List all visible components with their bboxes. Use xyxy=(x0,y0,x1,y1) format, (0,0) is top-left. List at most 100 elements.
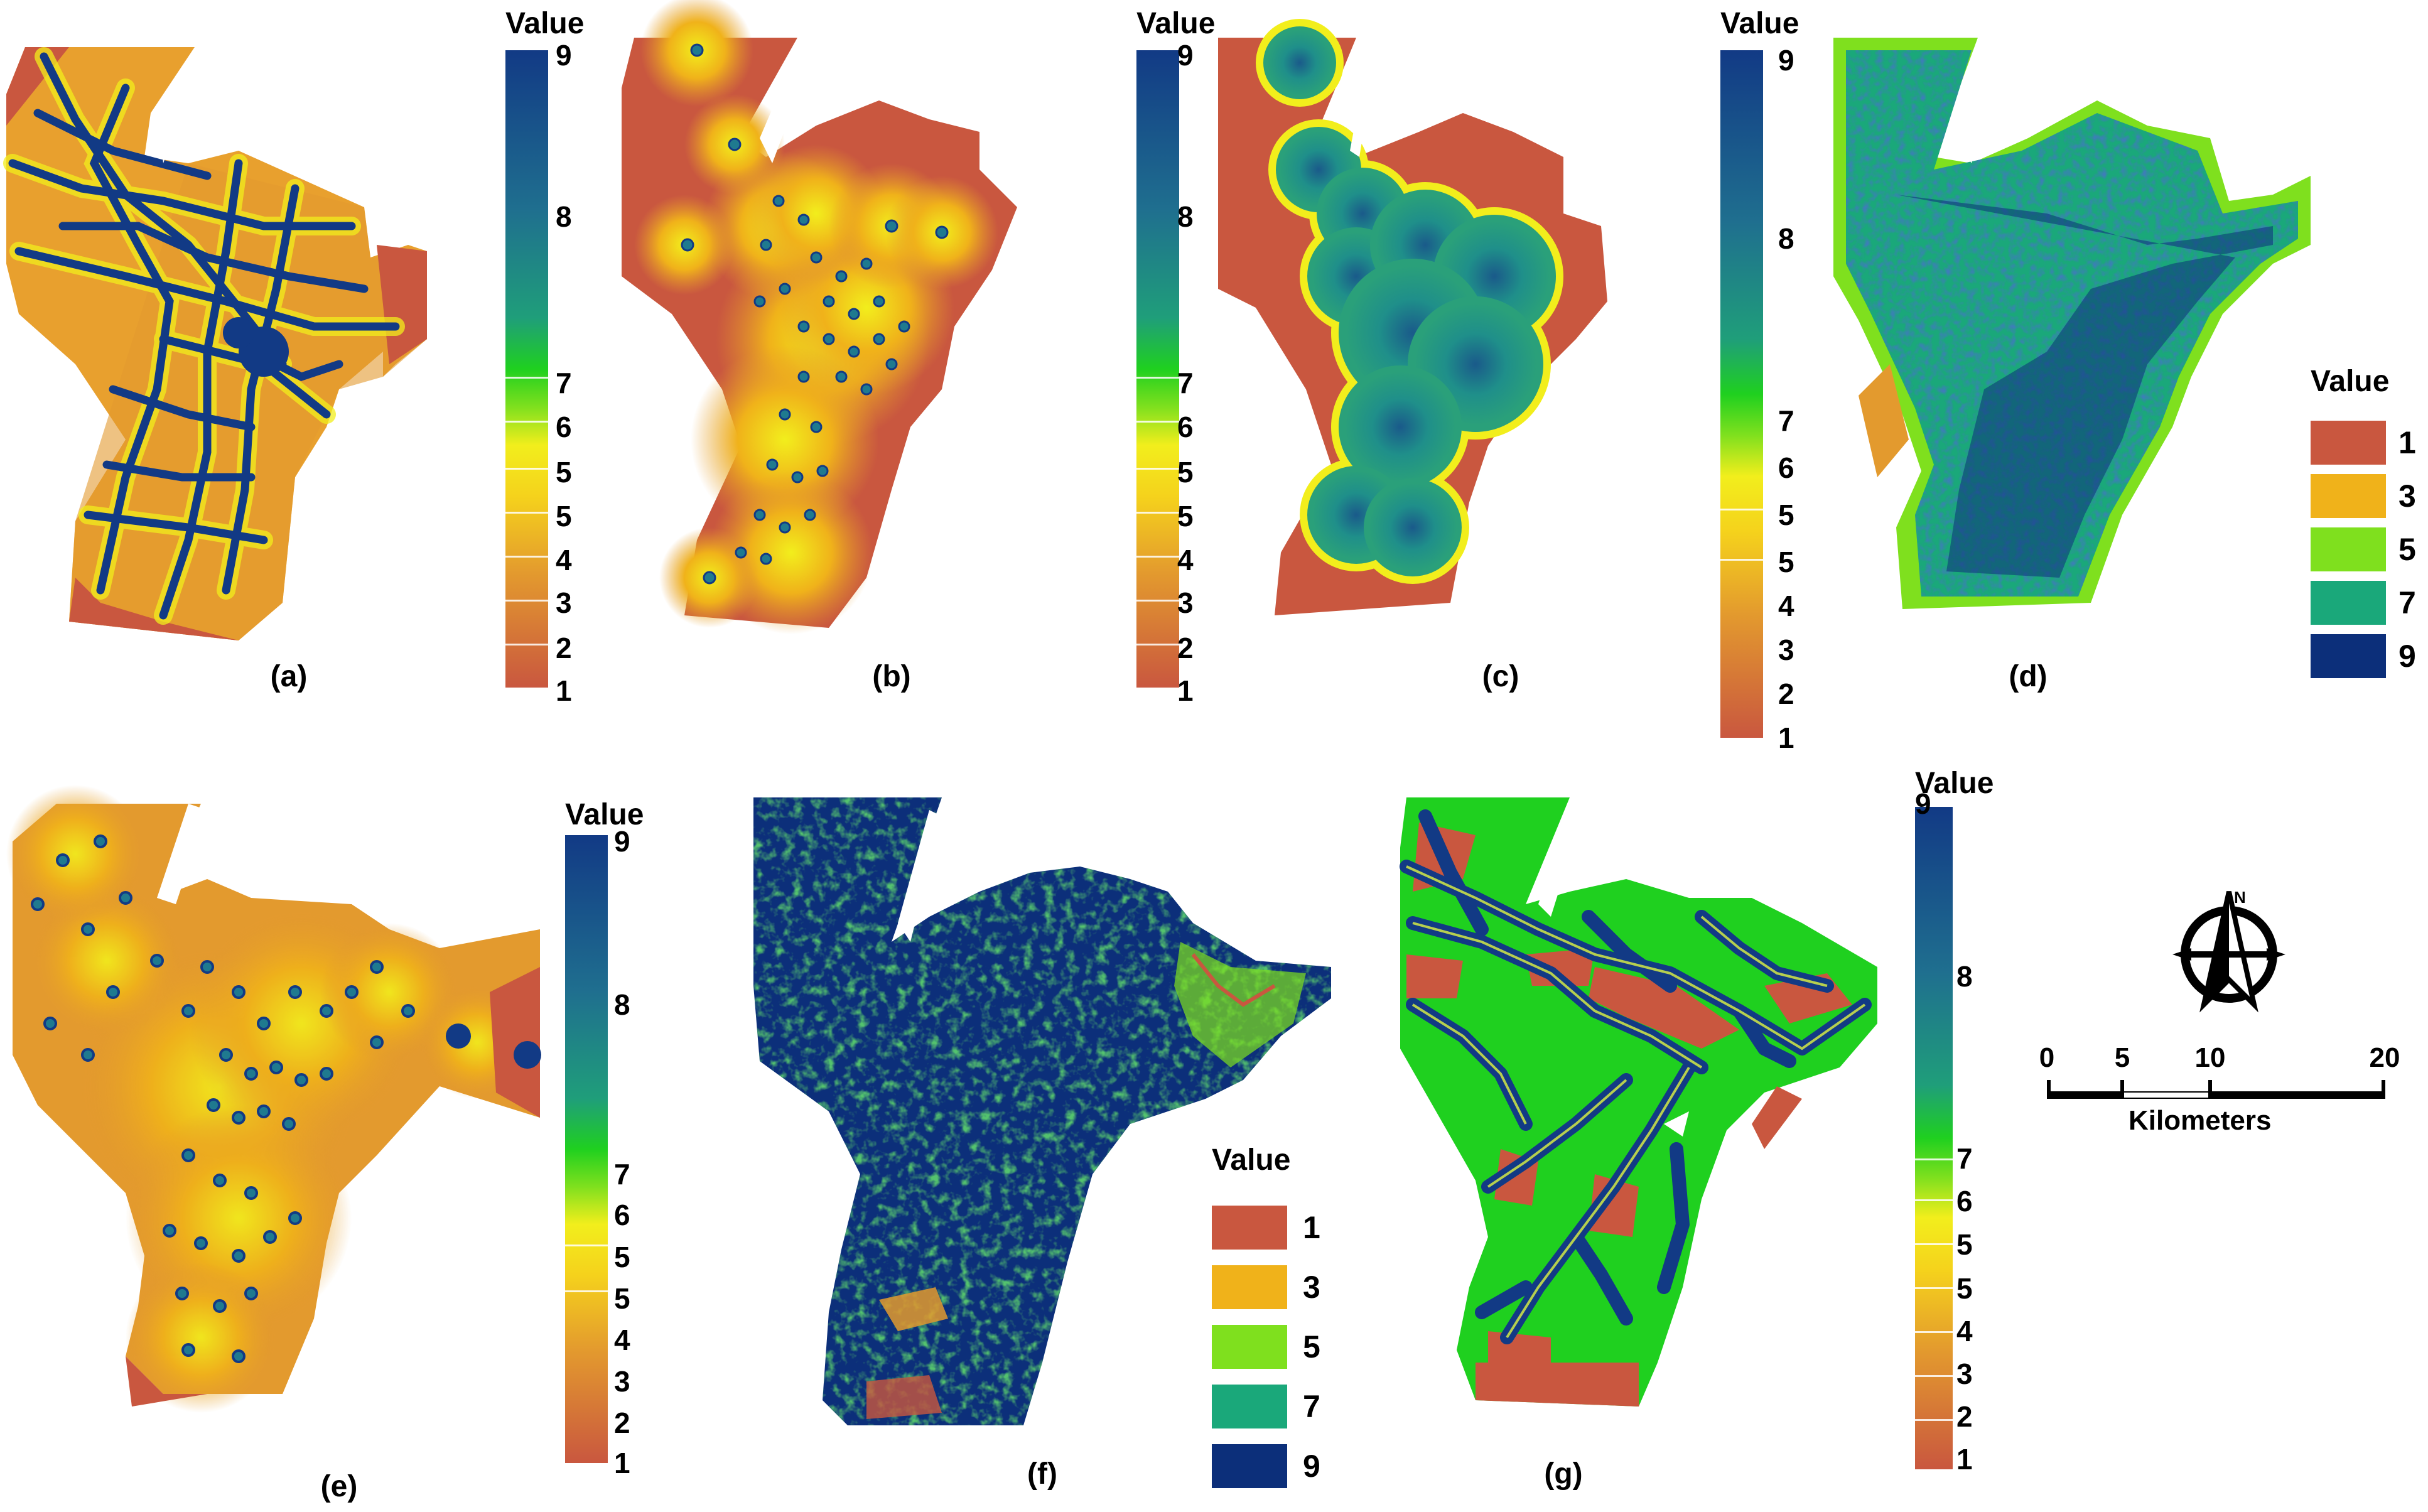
legend-b: Value 9 8 7 6 5 5 4 3 2 1 xyxy=(1136,6,1262,705)
legend-label: 7 xyxy=(1303,1389,1320,1424)
tick: 9 xyxy=(556,39,572,72)
tick: 5 xyxy=(1177,500,1194,532)
map-panel-f: (f) xyxy=(741,797,1344,1491)
tick: 2 xyxy=(1177,632,1194,664)
north-arrow-icon: N xyxy=(2160,879,2298,1017)
tick: 3 xyxy=(1177,586,1194,619)
legend-label: 3 xyxy=(1303,1270,1320,1305)
tick: 7 xyxy=(1778,404,1794,437)
legend-title: Value xyxy=(2311,365,2390,398)
tick: 8 xyxy=(1956,960,1973,993)
legend-a: Value 9 8 7 6 5 5 4 3 2 1 xyxy=(505,6,631,705)
tick: 8 xyxy=(1778,222,1794,255)
tick: 7 xyxy=(556,367,572,399)
legend-title: Value xyxy=(1720,7,1799,40)
tick: 4 xyxy=(1778,590,1794,622)
tick: 3 xyxy=(614,1365,630,1398)
tick: 4 xyxy=(1956,1315,1973,1347)
tick: 1 xyxy=(1778,721,1794,754)
panel-label-g: (g) xyxy=(1544,1457,1583,1491)
legend-title: Value xyxy=(505,7,585,40)
map-panel-g: (g) xyxy=(1388,797,1902,1491)
tick: 2 xyxy=(614,1407,630,1439)
panel-label-c: (c) xyxy=(1482,660,1519,693)
legend-label: 5 xyxy=(1303,1329,1320,1364)
tick: 5 xyxy=(1177,456,1194,489)
panel-label-f: (f) xyxy=(1027,1457,1057,1491)
tick: 7 xyxy=(1177,367,1194,399)
legend-title: Value xyxy=(565,798,644,831)
legend-swatch-1 xyxy=(1212,1206,1287,1250)
legend-f: Value 1 3 5 7 9 xyxy=(1212,1143,1350,1494)
scale-tick: 20 xyxy=(2369,1042,2400,1073)
tick: 2 xyxy=(1778,678,1794,710)
tick: 5 xyxy=(1778,546,1794,578)
map-panel-b: (b) xyxy=(615,0,1130,693)
legend-label: 3 xyxy=(2398,478,2416,514)
legend-label: 1 xyxy=(2398,425,2416,460)
map-panel-c: (c) xyxy=(1212,19,1714,693)
tick: 5 xyxy=(614,1241,630,1273)
tick: 1 xyxy=(614,1447,630,1479)
legend-e: Value 9 8 7 6 5 5 4 3 2 1 xyxy=(565,797,691,1477)
legend-swatch-7 xyxy=(1212,1385,1287,1428)
map-panel-e: (e) xyxy=(0,785,553,1503)
panel-label-d: (d) xyxy=(2009,660,2048,693)
tick: 3 xyxy=(556,586,572,619)
scale-tick: 5 xyxy=(2114,1042,2130,1073)
map-panel-d: (d) xyxy=(1821,38,2323,693)
legend-swatch-7 xyxy=(2311,581,2386,625)
legend-label: 5 xyxy=(2398,532,2416,567)
legend-title: Value xyxy=(1212,1143,1291,1177)
legend-label: 9 xyxy=(2398,639,2416,674)
map-panel-a: (a) xyxy=(0,38,427,693)
legend-swatch-5 xyxy=(1212,1325,1287,1369)
tick: 6 xyxy=(1177,411,1194,443)
tick: 6 xyxy=(614,1199,630,1231)
tick: 6 xyxy=(556,411,572,443)
tick: 5 xyxy=(614,1282,630,1315)
legend-title: Value xyxy=(1136,7,1216,40)
panel-label-e: (e) xyxy=(320,1470,358,1503)
tick: 1 xyxy=(556,674,572,707)
legend-swatch-5 xyxy=(2311,527,2386,571)
tick: 1 xyxy=(1956,1443,1973,1476)
legend-swatch-1 xyxy=(2311,421,2386,465)
legend-c: Value 9 8 7 6 5 5 4 3 2 1 xyxy=(1720,6,1846,753)
legend-swatch-3 xyxy=(1212,1265,1287,1309)
legend-swatch-9 xyxy=(2311,634,2386,678)
tick: 5 xyxy=(556,500,572,532)
tick: 8 xyxy=(556,200,572,233)
tick: 4 xyxy=(1177,544,1194,576)
legend-g: Value 9 8 7 6 5 5 4 3 2 1 xyxy=(1915,766,2041,1482)
tick: 4 xyxy=(556,544,572,576)
tick: 8 xyxy=(614,988,630,1021)
legend-title: Value xyxy=(1915,767,1994,800)
tick: 9 xyxy=(1915,787,1931,820)
scale-tick: 10 xyxy=(2194,1042,2226,1073)
legend-d: Value 1 3 5 7 9 xyxy=(2311,364,2428,691)
north-label: N xyxy=(2234,888,2246,907)
panel-label-a: (a) xyxy=(270,660,308,693)
tick: 9 xyxy=(1778,44,1794,77)
tick: 3 xyxy=(1778,634,1794,666)
tick: 7 xyxy=(1956,1142,1973,1175)
tick: 7 xyxy=(614,1158,630,1191)
tick: 1 xyxy=(1177,674,1194,707)
tick: 5 xyxy=(556,456,572,489)
legend-swatch-9 xyxy=(1212,1444,1287,1488)
tick: 2 xyxy=(556,632,572,664)
tick: 5 xyxy=(1956,1272,1973,1305)
tick: 6 xyxy=(1956,1185,1973,1218)
tick: 3 xyxy=(1956,1358,1973,1390)
tick: 9 xyxy=(1177,39,1194,72)
panel-label-b: (b) xyxy=(872,660,911,693)
legend-swatch-3 xyxy=(2311,474,2386,518)
scale-unit: Kilometers xyxy=(2129,1105,2272,1136)
legend-label: 9 xyxy=(1303,1449,1320,1484)
legend-label: 7 xyxy=(2398,585,2416,620)
tick: 9 xyxy=(614,825,630,858)
tick: 4 xyxy=(614,1324,630,1356)
tick: 8 xyxy=(1177,200,1194,233)
tick: 2 xyxy=(1956,1400,1973,1433)
